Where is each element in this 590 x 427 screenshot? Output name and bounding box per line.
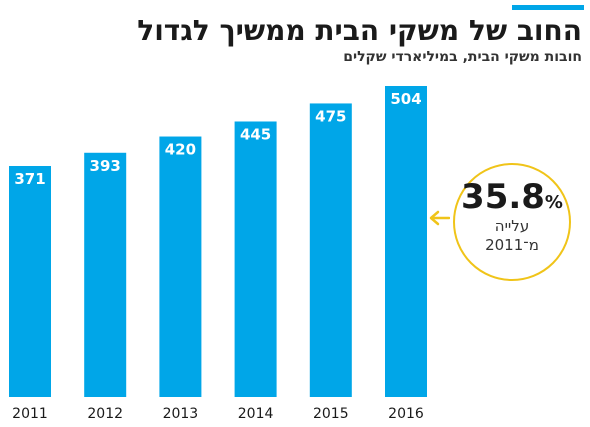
chart-subtitle: חובות משקי הבית, במיליארדי שקלים: [343, 49, 582, 65]
x-tick-label-2014: 2014: [238, 406, 274, 422]
value-label-2014: 445: [240, 125, 271, 143]
bar-2012: [84, 152, 127, 397]
growth-number: 35.8: [461, 177, 545, 217]
x-tick-labels-layer: 2011 2012 2013 2014 2015 2016: [12, 406, 424, 422]
value-label-2016: 504: [390, 90, 421, 108]
value-labels-layer: 371 393 420 445 475 504: [14, 90, 421, 188]
value-label-2012: 393: [90, 157, 121, 175]
bars-layer: [9, 86, 427, 398]
value-label-2015: 475: [315, 107, 346, 125]
accent-line: [512, 5, 584, 10]
x-tick-label-2012: 2012: [87, 406, 123, 422]
value-label-2013: 420: [165, 141, 196, 159]
bar-2015: [309, 103, 352, 398]
growth-callout: 35.8% עלייה מ־2011: [453, 163, 571, 281]
growth-label: עלייה: [494, 217, 530, 235]
bar-2014: [234, 121, 277, 398]
bar-2011: [9, 166, 51, 397]
x-tick-label-2013: 2013: [163, 406, 199, 422]
growth-percent-sign: %: [544, 192, 563, 213]
value-label-2011: 371: [14, 170, 45, 188]
x-tick-label-2015: 2015: [313, 406, 349, 422]
x-tick-label-2011: 2011: [12, 406, 48, 422]
growth-value: 35.8%: [455, 179, 569, 221]
bar-2016: [385, 86, 427, 397]
growth-since: מ־2011: [485, 236, 539, 254]
bar-2013: [159, 136, 202, 398]
chart-title: החוב של משקי הבית ממשיך לגדול: [137, 14, 582, 47]
arrow-left-icon: [429, 210, 450, 226]
x-tick-label-2016: 2016: [388, 406, 424, 422]
